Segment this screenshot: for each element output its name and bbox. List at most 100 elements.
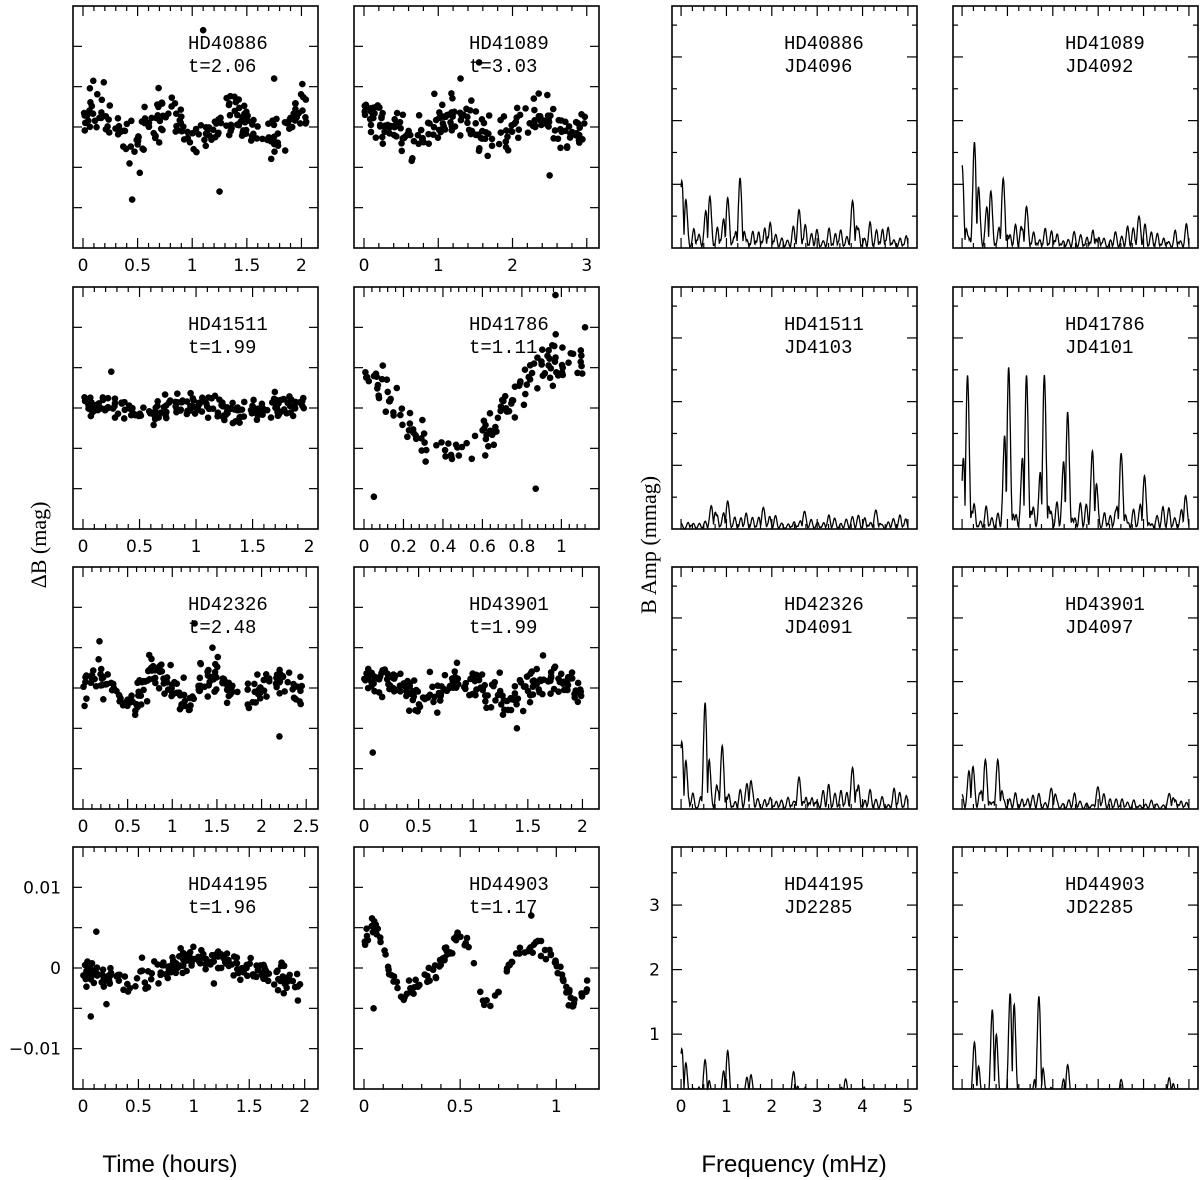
x-tick-label: 2 [256, 817, 267, 837]
data-point [126, 699, 134, 706]
data-point [578, 352, 585, 359]
amplitude-spectrum-line [680, 702, 909, 810]
data-point [497, 403, 505, 410]
data-point [97, 665, 105, 673]
data-point [502, 405, 510, 412]
data-point [565, 123, 573, 130]
data-point [212, 950, 220, 958]
data-point [562, 127, 569, 135]
data-point [240, 398, 248, 406]
data-point [297, 673, 304, 681]
data-point [229, 399, 236, 407]
data-point [190, 943, 197, 951]
data-point [121, 398, 128, 406]
data-point [546, 172, 553, 179]
data-point [276, 690, 283, 697]
data-point [480, 417, 488, 425]
data-point [221, 956, 229, 963]
data-point [178, 398, 186, 406]
data-point [482, 128, 490, 136]
data-point [158, 667, 166, 675]
data-point [531, 122, 539, 129]
data-point [219, 402, 226, 410]
x-tick-label: 0 [359, 1097, 370, 1117]
data-point [533, 680, 541, 688]
data-point [419, 416, 426, 424]
data-point [238, 964, 246, 972]
jd-label: JD4097 [1065, 617, 1133, 639]
data-point [227, 405, 235, 412]
amplitude-spectrum-line [961, 757, 1190, 811]
data-point [103, 1000, 110, 1008]
x-tick-label: 4 [857, 1097, 868, 1117]
data-point [424, 119, 432, 127]
data-point [182, 957, 190, 965]
data-point [229, 688, 236, 696]
data-point [475, 147, 483, 155]
data-point [566, 134, 574, 141]
x-tick-label: 1.5 [514, 817, 541, 837]
data-point [248, 132, 256, 140]
data-point [274, 986, 282, 994]
data-point [122, 145, 130, 153]
data-point [290, 680, 297, 688]
data-point [141, 115, 149, 122]
data-point [160, 403, 168, 411]
data-point [444, 950, 451, 958]
data-point [557, 963, 564, 971]
data-point [433, 441, 440, 449]
data-point [538, 358, 545, 365]
data-point [212, 660, 219, 668]
data-point [500, 696, 508, 704]
data-point [273, 968, 280, 976]
data-point [575, 131, 583, 139]
data-point [200, 397, 208, 405]
data-point [137, 967, 145, 975]
data-point [138, 954, 146, 961]
data-point [259, 405, 267, 413]
duration-label: t=1.96 [188, 897, 256, 919]
data-point [225, 101, 233, 109]
amplitude-spectrum-line [962, 993, 1189, 1090]
data-point [114, 114, 122, 122]
data-point [191, 410, 199, 417]
data-point [213, 674, 220, 681]
data-point [410, 137, 418, 145]
data-point [394, 122, 402, 129]
data-point [553, 368, 560, 376]
data-point [202, 965, 209, 973]
data-point [500, 113, 508, 120]
star-name: HD43901 [1065, 594, 1145, 616]
data-point [92, 965, 100, 972]
data-point [204, 693, 212, 700]
data-point [432, 973, 440, 981]
data-point [394, 984, 401, 992]
data-point [273, 683, 280, 691]
data-point [159, 126, 166, 134]
data-point [168, 103, 175, 110]
data-point [254, 671, 261, 678]
x-tick-label: 5 [903, 1097, 914, 1117]
data-point [435, 126, 443, 134]
data-point [560, 686, 568, 694]
data-point [89, 77, 97, 85]
duration-label: t=1.17 [469, 897, 537, 919]
data-point [534, 384, 541, 392]
data-point [506, 961, 514, 969]
data-point [191, 620, 198, 627]
data-point [195, 957, 203, 965]
data-point [248, 409, 256, 417]
data-point [249, 971, 257, 978]
data-point [93, 972, 101, 979]
data-point [225, 679, 233, 687]
data-point [449, 678, 457, 686]
data-point [82, 971, 90, 979]
data-point [292, 100, 299, 107]
spectrum-y-label: B Amp (mmag) [636, 476, 661, 614]
data-point [405, 127, 412, 135]
data-point [568, 669, 576, 676]
